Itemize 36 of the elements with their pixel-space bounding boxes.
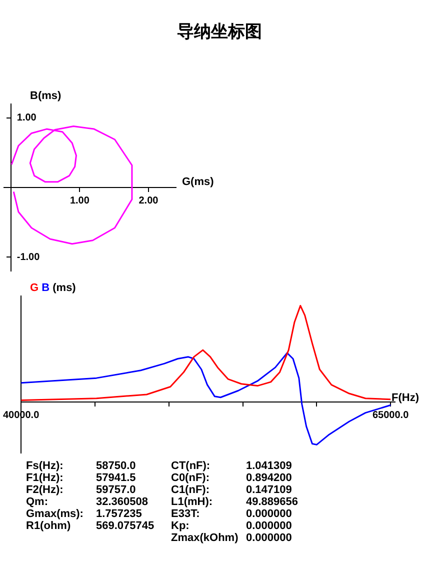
- text: Qm:: [26, 496, 49, 508]
- text: 1.041309: [246, 460, 293, 472]
- x-axis-title: F(Hz): [392, 392, 419, 404]
- text: L1(mH):: [171, 496, 214, 508]
- text: 58750.0: [96, 460, 137, 472]
- text: R1(ohm): [26, 520, 72, 532]
- text: 0.894200: [246, 472, 293, 484]
- text: Gmax(ms):: [26, 508, 84, 520]
- text: CT(nF):: [171, 460, 212, 472]
- text: 0.000000: [246, 508, 293, 520]
- y-tick-label: -1.00: [16, 252, 40, 263]
- text: 59757.0: [96, 484, 137, 496]
- text: E33T:: [171, 508, 201, 520]
- text: Fs(Hz):: [26, 460, 64, 472]
- text: Kp:: [171, 520, 190, 532]
- text: G: [30, 282, 40, 294]
- text: 1.757235: [96, 508, 143, 520]
- text: Zmax(kOhm): [171, 532, 240, 544]
- text: C1(nF):: [171, 484, 210, 496]
- x-tick-label: 2.00: [138, 195, 159, 206]
- text: 569.075745: [96, 520, 156, 532]
- text: 57941.5: [96, 472, 137, 484]
- x-axis-title: G(ms): [182, 176, 214, 188]
- text: 49.889656: [246, 496, 299, 508]
- text: C0(nF):: [171, 472, 210, 484]
- text: 0.000000: [246, 532, 293, 544]
- text: 0.000000: [246, 520, 293, 532]
- y-axis-title: (ms): [52, 282, 76, 294]
- y-axis-title: B(ms): [30, 90, 62, 102]
- text: 导纳坐标图: [176, 21, 263, 43]
- x-tick-label: 65000.0: [372, 410, 410, 421]
- text: B: [42, 282, 51, 294]
- text: F1(Hz):: [26, 472, 64, 484]
- text: 0.147109: [246, 484, 293, 496]
- text: F2(Hz):: [26, 484, 64, 496]
- text: 32.360508: [96, 496, 149, 508]
